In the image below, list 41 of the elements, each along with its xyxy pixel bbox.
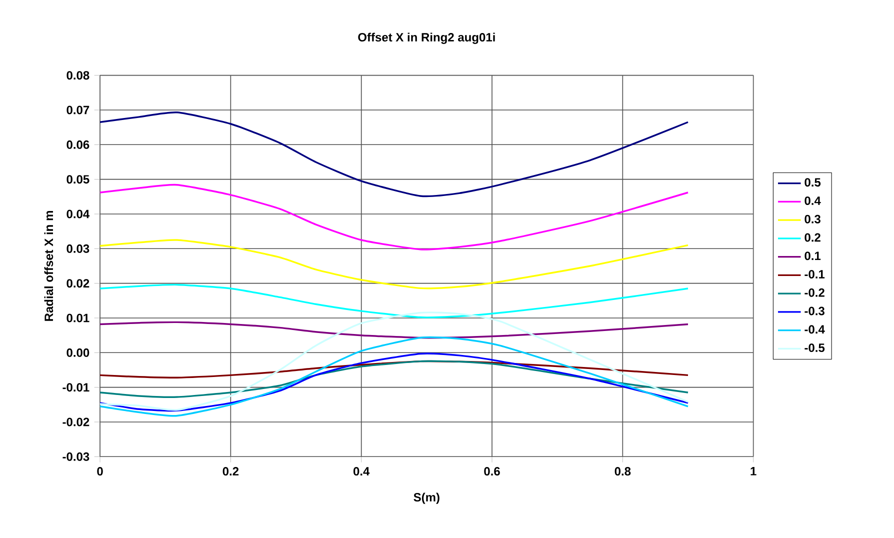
legend-label: 0.1 [804, 252, 821, 260]
line-series [100, 360, 689, 398]
legend-label: -0.5 [804, 344, 825, 352]
y-tick-label: 0.02 [66, 279, 90, 288]
line-series [100, 284, 689, 318]
x-tick-label: 1 [750, 467, 756, 476]
legend-label: -0.3 [804, 306, 824, 316]
legend-label: 0.5 [804, 178, 821, 187]
y-tick-label: 0.00 [66, 348, 90, 357]
line-series [100, 184, 689, 250]
legend-label: -0.4 [804, 325, 825, 334]
y-tick-label: -0.02 [62, 418, 90, 426]
x-tick-label: 0.2 [222, 467, 239, 476]
line-series [100, 321, 689, 339]
y-tick-label: 0.07 [66, 106, 90, 114]
line-series [100, 312, 689, 411]
y-tick-label: -0.03 [62, 452, 90, 461]
y-tick-label: 0.01 [66, 314, 90, 322]
line-series [100, 336, 689, 417]
y-tick-label: -0.01 [62, 383, 90, 392]
y-tick-label: 0.05 [66, 175, 90, 184]
x-tick-label: 0.4 [353, 467, 370, 476]
x-axis-title: S(m) [414, 492, 440, 504]
legend-label: 0.3 [804, 214, 820, 224]
legend-label: -0.1 [804, 270, 825, 278]
legend-label: 0.4 [804, 196, 821, 205]
y-tick-label: 0.08 [66, 71, 90, 80]
y-tick-label: 0.06 [66, 140, 90, 149]
x-tick-label: 0.8 [614, 467, 631, 476]
y-tick-label: 0.04 [66, 210, 90, 218]
legend-label: -0.2 [804, 288, 824, 297]
line-series [100, 352, 689, 412]
line-series [100, 112, 689, 198]
legend-label: 0.2 [804, 233, 820, 242]
x-tick-label: 0 [97, 467, 103, 476]
y-tick-label: 0.03 [66, 244, 90, 253]
line-series [100, 360, 689, 379]
x-tick-label: 0.6 [484, 467, 500, 476]
chart-title: Offset X in Ring2 aug01i [358, 32, 495, 44]
y-axis-title: Radial offset X in m [44, 211, 54, 321]
line-series [100, 239, 689, 290]
